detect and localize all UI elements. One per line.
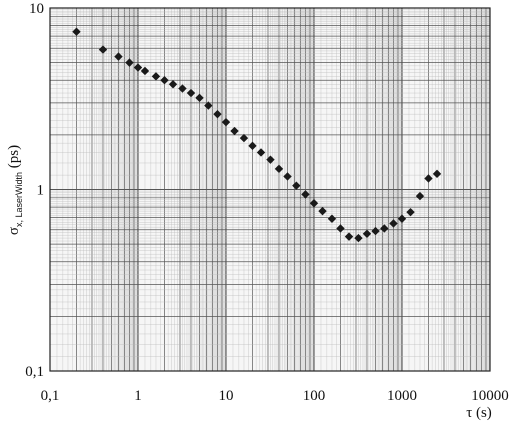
y-tick-label: 10 — [29, 1, 44, 17]
x-tick-label: 1000 — [387, 388, 417, 404]
data-point — [213, 109, 222, 119]
data-point — [72, 27, 81, 36]
y-tick-label: 1 — [37, 183, 45, 199]
data-point — [256, 148, 266, 157]
x-axis-label: τ (s) — [466, 405, 492, 421]
data-point — [406, 207, 415, 217]
data-point — [239, 133, 249, 143]
data-point — [336, 224, 345, 233]
x-tick-labels: 0,1 1 10 100 1000 10000 — [41, 388, 509, 404]
data-point — [309, 199, 319, 208]
plot-frame — [49, 7, 491, 372]
data-point — [389, 219, 398, 228]
data-point — [160, 76, 169, 85]
data-point — [114, 52, 123, 61]
data-point — [327, 214, 337, 223]
data-point — [318, 206, 327, 216]
data-point — [98, 45, 108, 54]
y-axis-label-subscript: x, LaserWidth — [14, 172, 24, 227]
y-axis-label-unit: (ps) — [6, 145, 22, 172]
data-point — [371, 226, 380, 236]
data-point — [195, 93, 204, 103]
data-point — [125, 58, 134, 67]
y-axis-label: σx, LaserWidth (ps) — [6, 145, 24, 235]
data-point — [151, 72, 161, 81]
data-point — [140, 66, 150, 76]
data-points — [72, 27, 442, 243]
x-tick-label: 10 — [219, 388, 234, 404]
data-point — [168, 80, 178, 89]
data-point — [354, 233, 363, 243]
grid — [50, 7, 491, 371]
data-point — [292, 181, 301, 190]
data-point — [204, 101, 213, 110]
y-tick-labels: 0,1 1 10 — [25, 1, 44, 380]
y-axis-label-main: σ — [6, 227, 22, 235]
data-point — [230, 126, 239, 136]
data-point — [362, 229, 372, 239]
data-point — [380, 224, 389, 233]
data-point — [283, 172, 292, 181]
data-point — [266, 155, 275, 164]
data-point — [301, 190, 310, 199]
data-point — [344, 232, 354, 241]
data-point — [415, 191, 425, 201]
data-point — [424, 174, 433, 183]
data-point — [178, 84, 187, 93]
data-point — [133, 63, 143, 72]
y-tick-label: 0,1 — [25, 364, 44, 380]
data-point — [274, 164, 284, 174]
data-point — [248, 141, 257, 151]
data-point — [432, 169, 442, 179]
x-tick-label: 100 — [303, 388, 326, 404]
data-point — [186, 88, 196, 98]
data-point — [221, 117, 231, 127]
x-tick-label: 1 — [134, 388, 142, 404]
x-tick-label: 0,1 — [41, 388, 60, 404]
data-point — [397, 214, 407, 223]
x-tick-label: 10000 — [471, 388, 509, 404]
